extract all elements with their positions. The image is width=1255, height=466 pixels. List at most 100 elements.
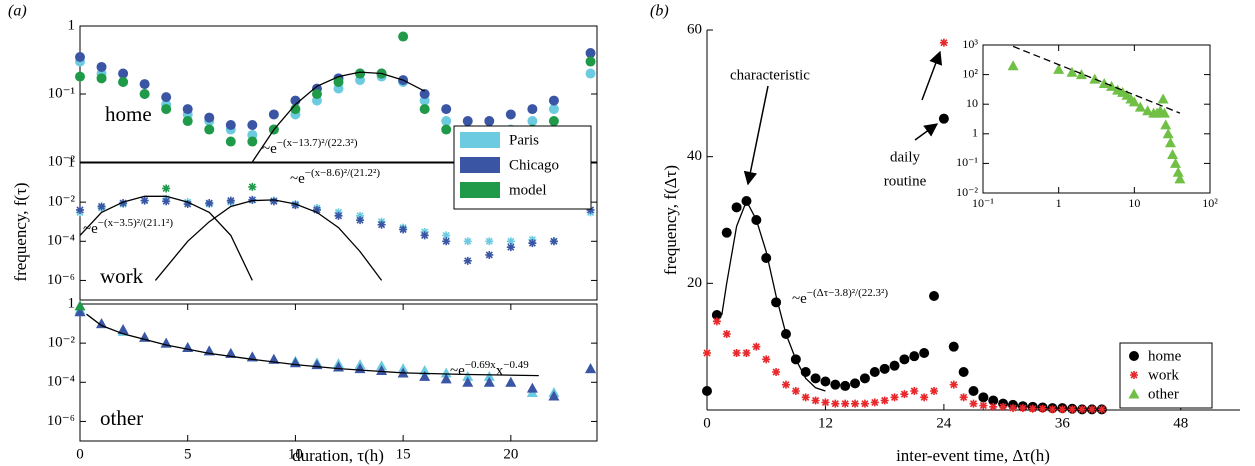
panel-label: (a)	[8, 3, 27, 20]
data-point	[1158, 107, 1170, 118]
data-point	[269, 197, 278, 206]
data-point	[781, 380, 790, 389]
data-point	[810, 373, 821, 384]
data-point	[870, 398, 879, 407]
annotation: daily	[890, 149, 920, 165]
data-point	[139, 89, 150, 99]
data-point	[398, 31, 409, 42]
subplot-label: other	[100, 406, 143, 430]
legend-swatch	[460, 157, 500, 173]
x-tick-label: 36	[1055, 415, 1071, 431]
data-point	[355, 68, 366, 79]
fit-label-exponent: −(x−13.7)²/(22.3²)	[277, 137, 358, 149]
annotation: routine	[884, 173, 927, 189]
data-point	[75, 52, 85, 63]
data-point	[791, 387, 800, 395]
data-point	[162, 184, 171, 193]
y-tick-label: 10	[966, 96, 978, 110]
data-point	[585, 363, 597, 374]
data-point	[75, 71, 85, 82]
x-tick-label: 12	[818, 415, 833, 431]
data-point	[312, 205, 321, 214]
data-point	[731, 202, 742, 213]
data-point	[291, 201, 300, 210]
data-point	[74, 300, 86, 311]
y-tick-label: 10⁻²	[48, 335, 76, 351]
y-tick-label: 10⁻²	[48, 153, 76, 169]
data-point	[889, 360, 900, 371]
annotation-arrow	[921, 50, 943, 101]
data-point	[830, 379, 841, 390]
x-tick-label: 5	[184, 446, 192, 462]
data-point	[182, 116, 193, 127]
x-tick-label: 24	[936, 415, 952, 431]
data-point	[801, 393, 810, 402]
fit-label-exponent: −(x−3.5)²/(21.1²)	[98, 217, 174, 229]
x-axis-label: duration, τ(h)	[292, 446, 384, 465]
legend-marker	[1130, 371, 1138, 379]
data-point	[722, 330, 731, 338]
x-tick-label: 15	[396, 446, 411, 462]
data-point	[247, 136, 258, 147]
data-point	[929, 291, 940, 301]
data-point	[890, 393, 899, 402]
data-point	[225, 136, 236, 147]
data-point	[1087, 405, 1096, 414]
data-point	[1078, 405, 1087, 414]
data-point	[840, 380, 851, 391]
data-point	[204, 112, 215, 123]
data-point	[1164, 137, 1176, 148]
data-point	[959, 393, 968, 402]
data-point	[399, 225, 408, 234]
subplot-label: home	[105, 102, 152, 126]
data-point	[771, 297, 782, 308]
data-point	[1142, 105, 1154, 116]
data-point	[289, 357, 301, 368]
x-tick-label: 0	[76, 446, 84, 462]
data-point	[419, 365, 431, 376]
data-point	[97, 202, 106, 211]
fit-label: ~e−(Δτ−3.8)²/(22.3²)	[792, 287, 888, 308]
data-point	[1106, 80, 1118, 91]
data-point	[919, 348, 930, 358]
data-point	[721, 227, 732, 238]
legend-label: Paris	[509, 132, 539, 148]
data-point	[988, 395, 999, 406]
data-point	[119, 199, 128, 208]
legend-label: work	[1148, 367, 1179, 383]
y-tick-label: 10²	[962, 66, 978, 80]
fit-label-base: ~e	[262, 141, 277, 157]
data-point	[585, 48, 596, 59]
legend-swatch	[460, 132, 500, 148]
data-point	[939, 38, 948, 47]
data-point	[969, 399, 978, 408]
data-point	[711, 310, 722, 320]
data-point	[821, 398, 830, 407]
data-point	[1008, 404, 1017, 413]
annotation-arrow	[743, 85, 769, 186]
data-point	[712, 317, 721, 326]
legend-label: model	[509, 182, 547, 198]
data-point	[703, 349, 711, 357]
data-point	[948, 341, 959, 352]
data-point	[752, 342, 761, 351]
data-point	[732, 349, 741, 357]
x-tick-label: 10⁻¹	[972, 196, 994, 210]
data-point	[248, 195, 257, 204]
data-point	[548, 104, 559, 115]
data-point	[485, 237, 494, 246]
data-point	[182, 104, 193, 115]
data-point	[1058, 405, 1067, 414]
data-point	[909, 351, 920, 362]
data-point	[869, 367, 880, 377]
y-tick-label: 10⁻⁴	[47, 374, 75, 390]
data-point	[118, 68, 129, 79]
data-point	[376, 365, 388, 376]
data-point	[96, 73, 107, 84]
annotation-arrow	[914, 123, 939, 141]
data-point	[920, 393, 929, 402]
data-point	[528, 239, 537, 248]
fit-label-exponent: −0.49	[503, 359, 529, 371]
data-point	[483, 376, 495, 387]
